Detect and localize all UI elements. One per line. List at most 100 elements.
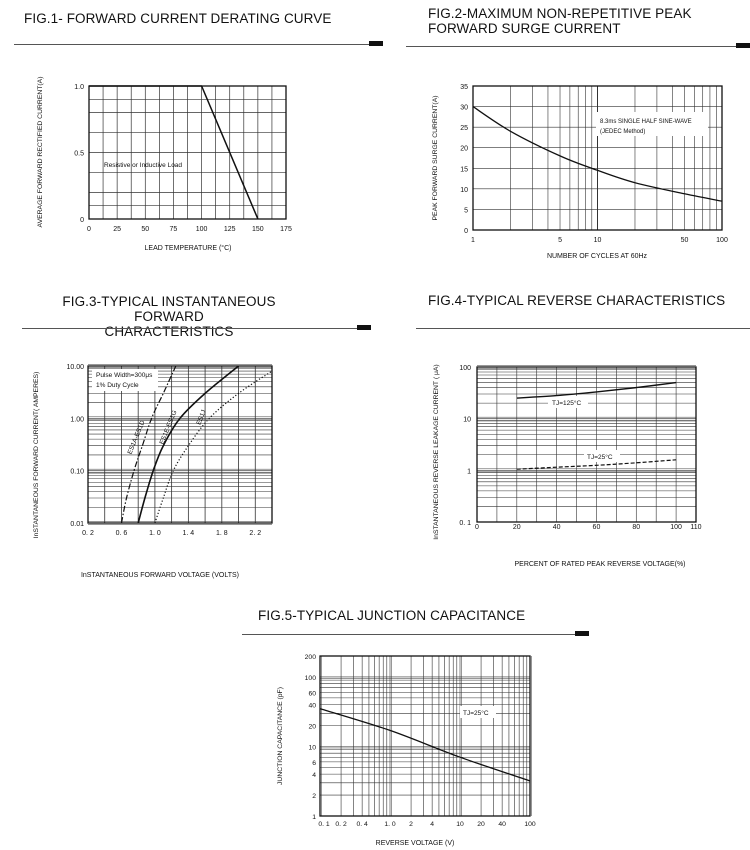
- fig2-ytick-label: 25: [460, 125, 468, 132]
- fig1-annotation-load: Resistive or Inductive Load: [104, 162, 182, 169]
- fig3-annotation-pulse: Pulse Width=300μs: [96, 372, 153, 379]
- fig5-rule: [242, 634, 588, 635]
- fig4-label-bg2: [584, 450, 620, 462]
- fig1-ytick-label: 0: [80, 217, 84, 224]
- fig5-ytick-label: 40: [308, 703, 316, 710]
- fig1-ytick-label: 1.0: [74, 84, 84, 91]
- fig2-ytick-label: 0: [464, 228, 468, 235]
- fig3-rule: [22, 328, 370, 329]
- fig3-title-line2: CHARACTERISTICS: [104, 324, 234, 339]
- fig3-series-es1a-es1d: [120, 365, 177, 524]
- fig4-xtick-label: 60: [593, 524, 601, 531]
- fig5-xtick-label: 0. 4: [356, 821, 368, 828]
- fig3-series-es1e-es1g: [137, 365, 240, 524]
- fig2-rule-mark: [736, 43, 750, 48]
- fig5-xtick-label: 0. 1: [318, 821, 330, 828]
- fig5-series-capacitance: [319, 707, 531, 782]
- fig3-xtick-label: 1. 4: [183, 530, 195, 537]
- fig2-xtick-label: 100: [716, 237, 728, 244]
- fig1-xtick-label: 125: [224, 226, 236, 233]
- fig2-xtick-label: 1: [471, 237, 475, 244]
- fig2-title-line1: FIG.2-MAXIMUM NON-REPETITIVE PEAK: [428, 6, 692, 21]
- fig4-rule: [416, 328, 750, 329]
- fig3-xtick-label: 1. 8: [216, 530, 228, 537]
- fig1-xtick-label: 75: [170, 226, 178, 233]
- fig4-xtick-label: 20: [513, 524, 521, 531]
- fig5-ylabel: JUNCTION CAPACITANCE (pF): [277, 687, 284, 785]
- fig4-xtick-label: 80: [632, 524, 640, 531]
- fig4-ytick-label: 1: [467, 468, 471, 475]
- fig1-xtick-label: 175: [280, 226, 292, 233]
- fig2-ytick-label: 20: [460, 146, 468, 153]
- fig5-ytick-label: 2: [312, 793, 316, 800]
- fig5-ytick-label: 100: [305, 675, 317, 682]
- fig2-plot-frame: [472, 85, 723, 231]
- fig4-ytick-label: 10: [463, 417, 471, 424]
- fig4-series-label-125c: TJ=125°C: [552, 399, 581, 407]
- fig1-xtick-label: 0: [87, 226, 91, 233]
- fig5-xtick-label: 1. 0: [384, 821, 396, 828]
- fig3-plot-frame: [87, 365, 273, 524]
- fig2-ytick-label: 15: [460, 166, 468, 173]
- fig2-ytick-label: 5: [464, 207, 468, 214]
- fig5-ytick-label: 10: [308, 744, 316, 751]
- fig4-ytick-label: 100: [459, 365, 471, 372]
- fig5-rule-mark: [575, 631, 589, 636]
- fig3-series-label: ES1E-ES1G: [159, 409, 179, 445]
- fig3-ytick-label: 0.01: [70, 521, 84, 528]
- fig4-series-25c: [516, 459, 677, 470]
- fig3-ylabel: InSTANTANEOUS FORWARD CURRENT( AMPERES): [33, 372, 40, 539]
- fig2-annotation-line1: 8.3ms SINGLE HALF SINE-WAVE: [600, 119, 692, 125]
- fig2-xtick-label: 10: [594, 237, 602, 244]
- fig5-xtick-label: 10: [456, 821, 464, 828]
- fig2-xtick-label: 50: [681, 237, 689, 244]
- fig4-series-125c: [516, 381, 677, 399]
- fig2-xtick-label: 5: [558, 237, 562, 244]
- fig2-annotation-bg: [596, 112, 708, 136]
- fig5-plot-frame: [319, 655, 531, 817]
- fig3-xtick-label: 1. 0: [149, 530, 161, 537]
- fig3-annotation-bg: [92, 369, 158, 391]
- fig1-xtick-label: 50: [141, 226, 149, 233]
- fig2-ytick-label: 10: [460, 187, 468, 194]
- fig5-series-label: TJ=25°C: [463, 709, 489, 717]
- fig3-ytick-label: 0.10: [70, 469, 84, 476]
- fig5-ytick-label: 6: [312, 760, 316, 767]
- fig2-ytick-label: 30: [460, 105, 468, 112]
- fig5-xtick-label: 2: [409, 821, 413, 828]
- fig1-ytick-label: 0.5: [74, 151, 84, 158]
- fig3-title: FIG.3-TYPICAL INSTANTANEOUS FORWARD CHAR…: [28, 294, 310, 339]
- fig2-rule: [406, 46, 750, 47]
- fig4-label-bg1: [548, 396, 588, 408]
- fig2-ylabel: PEAK FORWARD SURGE CURRENT(A): [432, 96, 439, 221]
- fig2-annotation-line2: (JEDEC Method): [600, 129, 645, 135]
- fig3-title-line1: FIG.3-TYPICAL INSTANTANEOUS FORWARD: [62, 294, 276, 324]
- fig4-series-label-25c: TJ=25°C: [587, 453, 613, 461]
- fig4-xlabel: PERCENT OF RATED PEAK REVERSE VOLTAGE(%): [514, 561, 685, 568]
- fig1-xtick-label: 25: [113, 226, 121, 233]
- fig3-series-es1j: [154, 370, 273, 524]
- fig4-xtick-label: 100: [670, 524, 682, 531]
- fig1-ylabel: AVERAGE FORWARD RECTIFIED CURRENT(A): [37, 77, 44, 228]
- fig4-plot-frame: [476, 366, 697, 523]
- fig3-ytick-label: 1.00: [70, 416, 84, 423]
- fig2-series-surge: [472, 106, 723, 202]
- fig4-ytick-label: 0. 1: [459, 520, 471, 527]
- fig1-xtick-label: 150: [252, 226, 264, 233]
- fig1-xtick-label: 100: [196, 226, 208, 233]
- fig5-xtick-label: 20: [477, 821, 485, 828]
- fig5-ytick-label: 20: [308, 724, 316, 731]
- fig3-series-label: ES1A-ES1D: [127, 419, 147, 455]
- fig5-ytick-label: 1: [312, 814, 316, 821]
- fig4-xtick-label: 40: [553, 524, 561, 531]
- fig5-xlabel: REVERSE VOLTAGE (V): [376, 840, 455, 847]
- fig3-xtick-label: 0. 2: [82, 530, 94, 537]
- fig5-ytick-label: 60: [308, 690, 316, 697]
- fig3-ytick-label: 10.00: [66, 364, 84, 371]
- fig3-xlabel: InSTANTANEOUS FORWARD VOLTAGE (VOLTS): [81, 572, 239, 579]
- fig5-xtick-label: 0. 2: [335, 821, 347, 828]
- fig1-rule: [14, 44, 382, 45]
- fig5-ytick-label: 4: [312, 772, 316, 779]
- fig3-xtick-label: 2. 2: [249, 530, 261, 537]
